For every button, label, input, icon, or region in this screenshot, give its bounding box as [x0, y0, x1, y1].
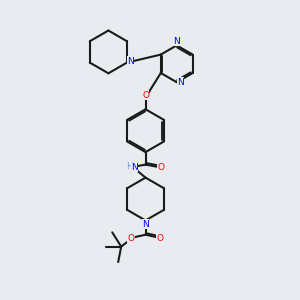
Text: O: O — [128, 234, 135, 243]
Text: N: N — [142, 220, 149, 229]
Text: N: N — [127, 57, 134, 66]
Text: O: O — [142, 91, 149, 100]
Text: N: N — [177, 78, 184, 87]
Text: O: O — [158, 163, 164, 172]
Text: N: N — [131, 163, 138, 172]
Text: H: H — [126, 162, 132, 171]
Text: O: O — [157, 234, 164, 243]
Text: N: N — [173, 37, 180, 46]
